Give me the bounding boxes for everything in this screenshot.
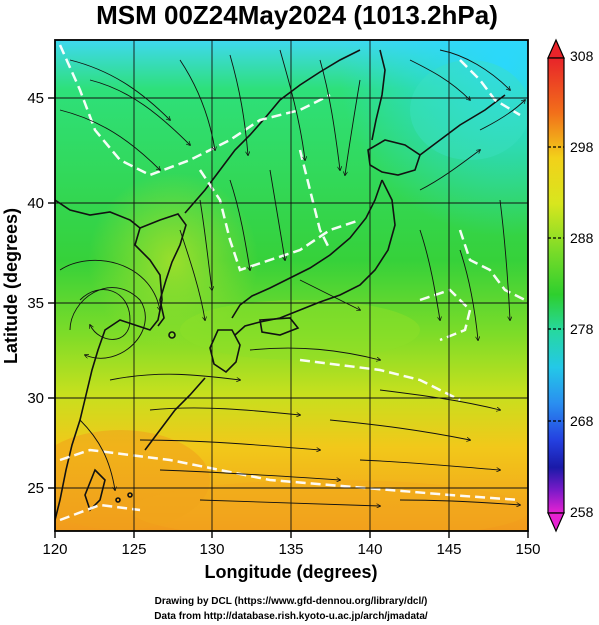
x-axis-label: Longitude (degrees): [204, 562, 377, 582]
colorbar-label: 268: [570, 413, 594, 429]
x-tick-label: 135: [278, 541, 303, 558]
x-tick-label: 125: [121, 541, 146, 558]
credit-drawing: Drawing by DCL (https://www.gfd-dennou.o…: [155, 596, 428, 607]
coastlines: [55, 49, 506, 521]
colorbar-label: 288: [570, 230, 594, 246]
x-tick-label: 130: [199, 541, 224, 558]
y-tick-label: 30: [27, 390, 44, 407]
colorbar: [547, 38, 565, 533]
y-tick-label: 25: [27, 480, 44, 497]
colorbar-label: 278: [570, 321, 594, 337]
gridlines: [55, 40, 528, 531]
credit-data: Data from http://database.rish.kyoto-u.a…: [154, 611, 428, 622]
y-axis-label: Latitude (degrees): [1, 208, 21, 364]
x-tick-label: 140: [357, 541, 382, 558]
y-tick-label: 35: [27, 295, 44, 312]
tick-marks: [48, 97, 529, 538]
y-tick-label: 40: [27, 195, 44, 212]
isotherms: [58, 44, 526, 522]
colorbar-label: 258: [570, 504, 594, 520]
y-tick-label: 45: [27, 90, 44, 107]
colorbar-label: 298: [570, 139, 594, 155]
x-tick-label: 120: [42, 541, 67, 558]
temperature-field: [55, 40, 528, 531]
colorbar-label: 308: [570, 48, 594, 64]
map-title: MSM 00Z24May2024 (1013.2hPa): [96, 0, 498, 30]
x-tick-label: 145: [436, 541, 461, 558]
streamlines: [59, 49, 525, 506]
x-tick-label: 150: [515, 541, 540, 558]
